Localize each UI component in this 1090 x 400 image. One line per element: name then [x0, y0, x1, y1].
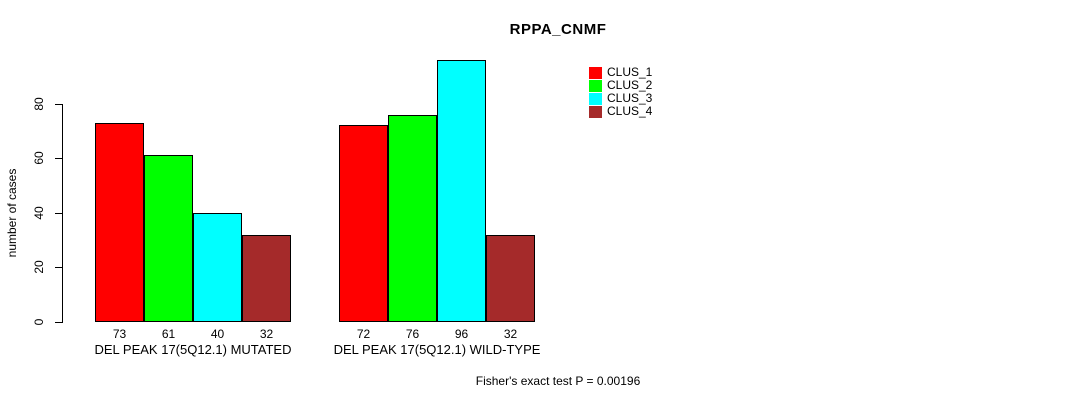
bar-value-label: 72 [356, 327, 371, 341]
legend-label: CLUS_4 [607, 104, 653, 118]
bar-clus_3-group1 [193, 212, 242, 322]
bar-clus_2-group2 [388, 114, 437, 322]
legend-label: CLUS_3 [607, 91, 653, 105]
bar-value-label: 32 [259, 327, 274, 341]
y-axis-line [62, 103, 63, 323]
y-tick-label: 40 [32, 206, 46, 220]
bar-value-label: 73 [112, 327, 127, 341]
y-tick-mark [55, 212, 62, 214]
y-tick-label: 80 [32, 96, 46, 111]
legend-item-clus_3: CLUS_3 [589, 92, 652, 105]
bar-clus_3-group2 [437, 59, 486, 322]
bar-clus_4-group1 [242, 234, 291, 322]
bar-clus_2-group1 [144, 155, 193, 322]
y-tick-mark [55, 158, 62, 160]
legend-label: CLUS_1 [607, 65, 653, 79]
bar-clus_1-group2 [339, 125, 388, 322]
y-tick-label: 0 [32, 318, 46, 326]
legend-label: CLUS_2 [607, 78, 653, 92]
y-tick-mark [55, 103, 62, 105]
bar-clus_1-group1 [95, 122, 144, 322]
bar-clus_4-group2 [486, 234, 535, 322]
bar-value-label: 40 [210, 327, 225, 341]
y-tick-label: 60 [32, 151, 46, 165]
bar-value-label: 61 [161, 327, 176, 341]
legend-swatch-icon [589, 92, 602, 105]
bar-value-label: 76 [405, 327, 420, 341]
fisher-test-annotation: Fisher's exact test P = 0.00196 [475, 374, 641, 388]
y-tick-label: 20 [32, 260, 46, 275]
group-label: DEL PEAK 17(5Q12.1) MUTATED [94, 342, 292, 357]
legend-item-clus_2: CLUS_2 [589, 79, 652, 92]
y-axis-label: number of cases [5, 168, 19, 258]
bar-value-label: 32 [503, 327, 518, 341]
bar-value-label: 96 [454, 327, 469, 341]
legend: CLUS_1 CLUS_2 CLUS_3 CLUS_4 [589, 66, 652, 118]
legend-item-clus_4: CLUS_4 [589, 105, 652, 118]
y-tick-mark [55, 267, 62, 269]
legend-swatch-icon [589, 105, 602, 118]
y-tick-mark [55, 322, 62, 323]
legend-swatch-icon [589, 66, 602, 79]
legend-item-clus_1: CLUS_1 [589, 66, 652, 79]
chart-title: RPPA_CNMF [509, 21, 607, 38]
legend-swatch-icon [589, 79, 602, 92]
group-label: DEL PEAK 17(5Q12.1) WILD-TYPE [333, 342, 541, 357]
